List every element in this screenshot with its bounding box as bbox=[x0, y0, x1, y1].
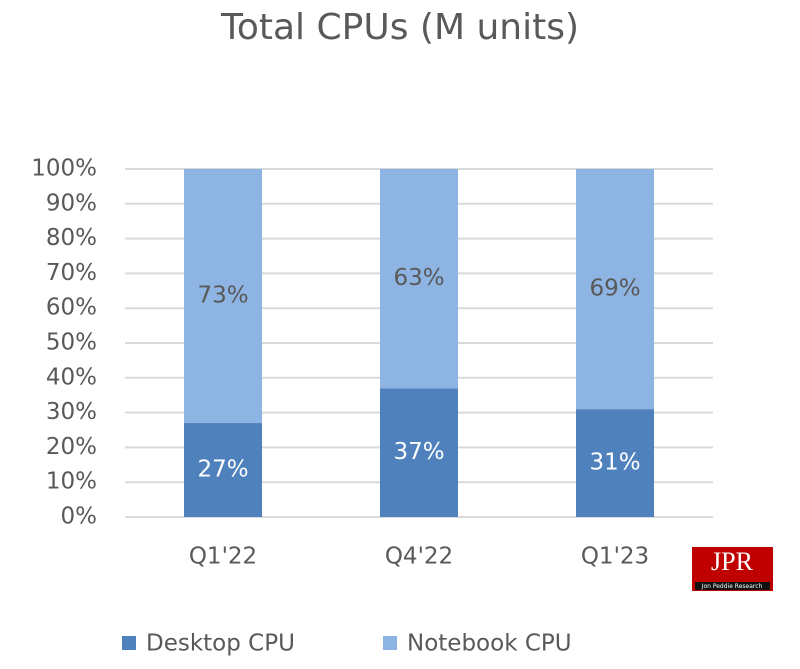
y-tick-label: 70% bbox=[46, 260, 97, 286]
y-tick-label: 30% bbox=[46, 399, 97, 425]
y-tick-label: 50% bbox=[46, 330, 97, 356]
legend-label: Notebook CPU bbox=[407, 631, 572, 657]
logo: JPR Jon Peddie Research bbox=[692, 547, 773, 591]
data-label: 63% bbox=[393, 265, 444, 291]
bar-segment bbox=[576, 169, 654, 410]
y-tick-label: 80% bbox=[46, 225, 97, 251]
bar-segment bbox=[184, 169, 262, 424]
legend-swatch bbox=[383, 636, 397, 650]
y-tick-label: 100% bbox=[31, 156, 97, 182]
logo-strip bbox=[695, 582, 770, 590]
chart-title: Total CPUs (M units) bbox=[220, 7, 579, 48]
x-tick-label: Q1'23 bbox=[581, 544, 649, 570]
bar-segment bbox=[380, 388, 458, 517]
bar-segment bbox=[380, 169, 458, 389]
legend-label: Desktop CPU bbox=[146, 631, 295, 657]
x-tick-label: Q4'22 bbox=[385, 544, 453, 570]
logo-text: JPR bbox=[711, 547, 754, 576]
data-label: 27% bbox=[197, 457, 248, 483]
y-tick-label: 0% bbox=[61, 504, 98, 530]
bar-segment bbox=[184, 423, 262, 517]
logo-subtitle: Jon Peddie Research bbox=[701, 583, 763, 590]
data-label: 37% bbox=[393, 439, 444, 465]
y-tick-label: 10% bbox=[46, 469, 97, 495]
y-tick-label: 20% bbox=[46, 434, 97, 460]
y-tick-label: 40% bbox=[46, 364, 97, 390]
x-tick-label: Q1'22 bbox=[189, 544, 257, 570]
data-label: 31% bbox=[589, 450, 640, 476]
data-label: 69% bbox=[589, 276, 640, 302]
data-label: 73% bbox=[197, 283, 248, 309]
y-tick-label: 60% bbox=[46, 295, 97, 321]
bar-segment bbox=[576, 409, 654, 517]
y-tick-label: 90% bbox=[46, 190, 97, 216]
legend-swatch bbox=[122, 636, 136, 650]
